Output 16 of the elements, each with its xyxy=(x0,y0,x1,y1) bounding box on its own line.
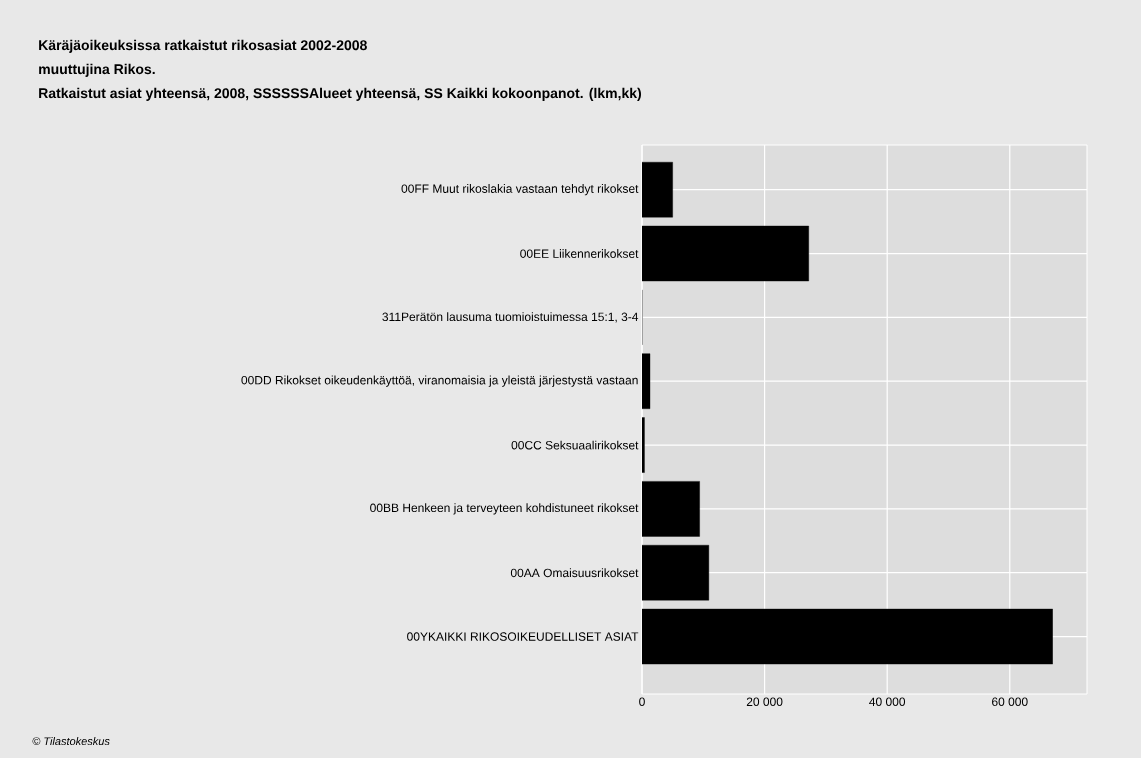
x-tick-label: 20 000 xyxy=(746,697,783,707)
y-tick-label: 00CC Seksuaalirikokset xyxy=(511,440,639,450)
text: Ratkaistut asiat yhteensä, 2008, SSSSSSAlueet yhteensä, SS Kaikki kokoonpanot. (lkm,kk) xyxy=(39,87,641,101)
y-tick-label: 00AA Omaisuusrikokset xyxy=(510,568,639,578)
y-tick-label: 00BB Henkeen ja terveyteen kohdistuneet rikokset xyxy=(370,503,639,515)
x-tick-label: 0 xyxy=(639,697,645,707)
y-tick-label: 311Perätön lausuma tuomioistuimessa 15:1, 3-4 xyxy=(382,312,639,323)
y-tick-label: 00EE Liikennerikokset xyxy=(520,249,639,258)
text: muuttujina Rikos. xyxy=(39,63,155,77)
x-tick-label: 60 000 xyxy=(992,697,1028,707)
y-tick-label: 00FF Muut rikoslakia vastaan tehdyt rikokset xyxy=(401,184,639,196)
y-tick-label: 00DD Rikokset oikeudenkäyttöä, viranomaisia ja yleistä järjestystä vastaan xyxy=(241,375,638,387)
y-tick-label: 00YKAIKKI RIKOSOIKEUDELLISET ASIAT xyxy=(407,632,639,641)
text: Käräjäoikeuksissa ratkaistut rikosasiat 2002-2008 xyxy=(39,39,367,53)
x-tick-label: 40 000 xyxy=(869,697,906,707)
text: © Tilastokeskus xyxy=(32,737,110,746)
